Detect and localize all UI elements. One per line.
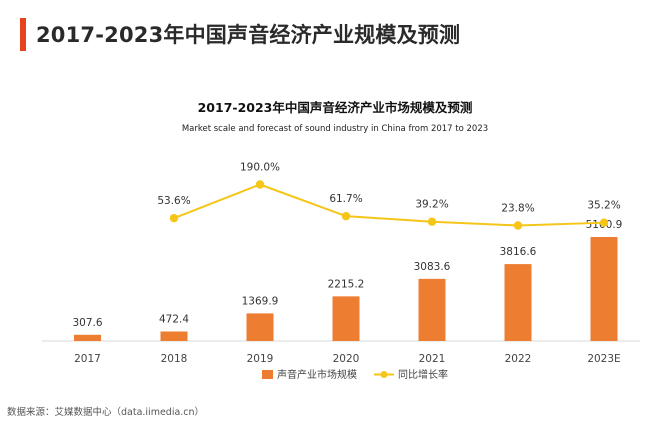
bar-label-2017: 307.6 (72, 317, 102, 329)
bar-label-2019: 1369.9 (242, 295, 279, 307)
legend-label-line: 同比增长率 (398, 368, 448, 381)
bar-label-2021: 3083.6 (414, 261, 451, 273)
growth-label-2021: 39.2% (415, 199, 448, 211)
bar-label-2020: 2215.2 (328, 278, 365, 290)
legend-label-bar: 声音产业市场规模 (277, 368, 357, 381)
bar-label-2018: 472.4 (159, 313, 189, 325)
bar-label-2022: 3816.6 (500, 246, 537, 258)
x-tick-layer: 2017 2018 2019 2020 2021 2022 2023E (74, 353, 621, 365)
x-tick-2018: 2018 (161, 353, 188, 365)
page-title: 2017-2023年中国声音经济产业规模及预测 (36, 23, 461, 47)
chart-subtitle: Market scale and forecast of sound indus… (182, 124, 488, 134)
x-tick-2017: 2017 (74, 353, 101, 365)
growth-point-2021 (427, 217, 437, 226)
bar-2023E (590, 237, 618, 341)
x-tick-2019: 2019 (247, 353, 274, 365)
growth-point-2019 (255, 180, 265, 189)
bar-2021 (418, 278, 446, 341)
legend: 声音产业市场规模 同比增长率 (262, 368, 448, 381)
legend-swatch-bar (262, 370, 273, 379)
growth-label-2023E: 35.2% (587, 200, 620, 212)
page-header: 2017-2023年中国声音经济产业规模及预测 (20, 16, 460, 52)
growth-line (173, 183, 605, 227)
bar-2018 (160, 331, 188, 341)
growth-point-2020 (341, 211, 351, 221)
x-tick-2021: 2021 (419, 353, 446, 365)
bar-2022 (504, 264, 532, 341)
title-accent-bar (20, 17, 26, 51)
bar-2019 (246, 313, 274, 341)
bar-2017 (74, 334, 101, 341)
growth-label-2022: 23.8% (501, 203, 534, 215)
growth-line-layer: 53.6% 190.0% 61.7% 39.2% 23.8% 35.2% (157, 162, 621, 230)
growth-label-2020: 61.7% (329, 193, 362, 205)
chart-title: 2017-2023年中国声音经济产业市场规模及预测 (198, 100, 473, 115)
growth-point-2018 (169, 213, 179, 223)
x-tick-2023E: 2023E (587, 353, 620, 365)
growth-label-2018: 53.6% (157, 195, 190, 207)
growth-point-2023E (599, 218, 609, 227)
data-source-note: 数据来源：艾媒数据中心（data.iimedia.cn） (7, 407, 205, 418)
x-tick-2020: 2020 (333, 353, 360, 365)
x-tick-2022: 2022 (505, 353, 532, 365)
growth-point-2022 (513, 221, 523, 230)
growth-label-2019: 190.0% (240, 162, 280, 174)
bar-2020 (332, 296, 360, 341)
legend-swatch-dot (380, 371, 388, 378)
